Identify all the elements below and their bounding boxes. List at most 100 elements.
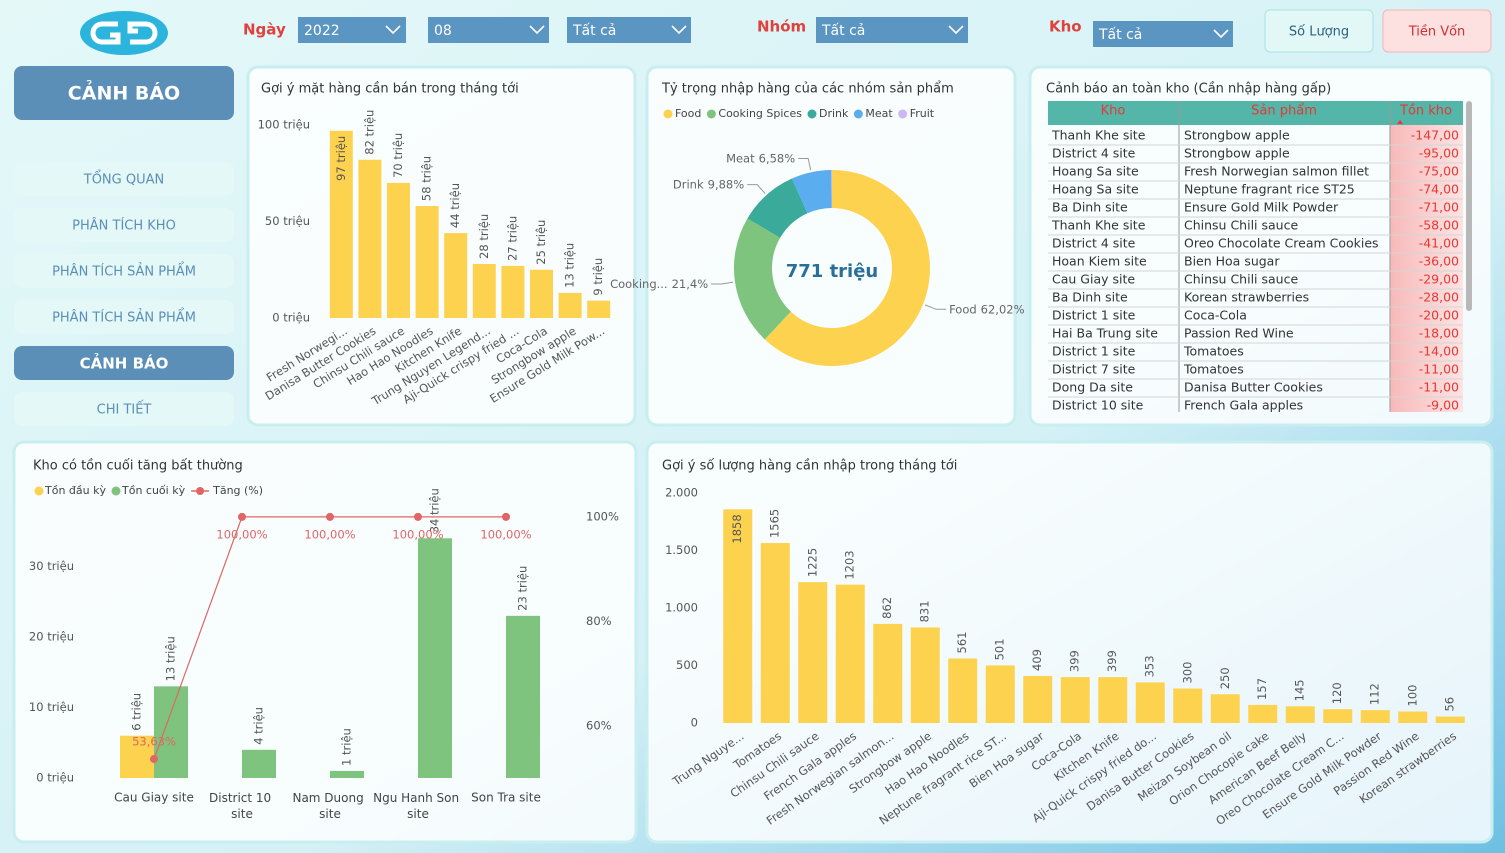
dropdown-arrow[interactable] [529,25,545,35]
dropdown-box[interactable] [298,17,406,43]
nav-item-box[interactable] [14,208,234,242]
stock-cell: -75,00 [1419,164,1459,179]
nav-header-text: CẢNH BÁO [68,80,180,105]
panel [1028,65,1494,427]
bar [415,206,439,318]
table-cell: Thanh Khe site [1051,218,1146,233]
value-label: 1 triệu [340,728,354,766]
legend-swatch [807,109,817,119]
value-label: 44 triệu [448,183,462,228]
quantity-button[interactable]: Số Lượng [1264,9,1374,53]
warehouse-dropdown[interactable]: Tất cả [1093,21,1233,47]
nav-item[interactable]: PHÂN TÍCH KHO [14,208,234,242]
nav-item-box[interactable] [14,392,234,426]
dropdown-value[interactable]: 2022 [304,23,340,39]
bar [948,658,978,723]
button-box[interactable] [1382,9,1492,53]
legend-label: Drink [819,107,849,120]
button-box[interactable] [1264,9,1374,53]
legend-swatch [898,109,908,119]
panel [645,440,1494,844]
table-cell: Ba Dinh site [1052,200,1128,215]
nav-item-box[interactable] [14,162,234,196]
slice-value: 6,58% [759,151,796,165]
dropdown-value[interactable]: Tất cả [821,23,865,39]
table-cell: Chinsu Chili sauce [1184,218,1298,233]
legend-swatch [663,109,673,119]
table-cell: Passion Red Wine [1184,326,1294,341]
stock-cell: -36,00 [1419,254,1459,269]
nav-item-label[interactable]: PHÂN TÍCH SẢN PHẨM [52,309,196,326]
donut-slice [734,218,791,340]
button-label[interactable]: Số Lượng [1289,25,1349,40]
center-label: 771 triệu [786,261,879,282]
value-label: 23 triệu [516,566,530,611]
value-label: 145 [1293,679,1307,701]
stock-cell: -9,00 [1427,398,1459,413]
button-label[interactable]: Tiền Vốn [1408,25,1466,40]
logo-mark [90,21,121,45]
dropdown-box[interactable] [1093,21,1233,47]
nav-item[interactable]: CHI TIẾT [14,392,234,426]
nav-item-box[interactable] [14,300,234,334]
leader-line [798,158,812,171]
stock-cell: -14,00 [1419,344,1459,359]
table-cell: Oreo Chocolate Cream Cookies [1184,236,1379,251]
slice-value: 62,02% [981,302,1025,316]
table-cell: District 10 site [1052,398,1144,413]
nav-item[interactable]: PHÂN TÍCH SẢN PHẨM [14,254,234,288]
bar [1060,677,1090,723]
table-cell: Hai Ba Trung site [1052,326,1158,341]
day-dropdown[interactable]: Tất cả [567,17,691,43]
chart-title: Kho có tồn cuối tăng bất thường [33,459,243,474]
dropdown-box[interactable] [428,17,549,43]
table-cell: Hoang Sa site [1052,182,1139,197]
bar [1435,716,1465,723]
dropdown-arrow[interactable] [948,25,964,35]
nav-item-box[interactable] [14,254,234,288]
stock-cell: -95,00 [1419,146,1459,161]
value-label: 250 [1218,667,1232,689]
y2-tick-label: 100% [586,509,619,523]
nav-item-label[interactable]: TỔNG QUAN [83,171,164,188]
value-label: 1203 [843,550,857,579]
dropdown-box[interactable] [816,17,968,43]
month-dropdown[interactable]: 08 [428,17,549,43]
nav-item[interactable]: PHÂN TÍCH SẢN PHẨM [14,300,234,334]
filter-label: Kho [1049,18,1082,36]
group-dropdown[interactable]: Tất cả [816,17,968,43]
logo [80,11,168,55]
slice-label: Food 62,02% [949,302,1025,316]
table-cell: District 7 site [1052,362,1136,377]
year-dropdown[interactable]: 2022 [298,17,406,43]
value-label: 399 [1105,650,1119,672]
dropdown-value[interactable]: Tất cả [572,23,616,39]
scrollbar[interactable] [1466,101,1472,311]
table-cell: Strongbow apple [1184,128,1290,143]
panel [645,65,1017,427]
dropdown-value[interactable]: 08 [434,23,452,39]
value-label: 157 [1255,678,1269,700]
nav-item-box[interactable] [14,346,234,380]
legend-label: Cooking Spices [718,107,802,120]
value-label: 9 triệu [591,258,605,296]
value-label: 561 [955,632,969,654]
nav-item-label[interactable]: CẢNH BÁO [80,352,169,373]
nav-item-label[interactable]: PHÂN TÍCH SẢN PHẨM [52,263,196,280]
dropdown-box[interactable] [567,17,691,43]
dropdown-arrow[interactable] [671,25,687,35]
nav-item-label[interactable]: PHÂN TÍCH KHO [72,218,176,234]
nav-item-label[interactable]: CHI TIẾT [97,401,152,418]
y-tick-label: 20 triệu [29,630,74,644]
dropdown-value[interactable]: Tất cả [1098,27,1142,43]
dropdown-arrow[interactable] [1213,29,1229,39]
value-label: 100,00% [392,527,443,541]
bar [1210,694,1240,723]
bar [1135,682,1165,723]
cost-button[interactable]: Tiền Vốn [1382,9,1492,53]
nav-item-active[interactable]: CẢNH BÁO [14,346,234,380]
nav-item[interactable]: TỔNG QUAN [14,162,234,196]
dropdown-arrow[interactable] [385,25,401,35]
slice-label: Meat 6,58% [726,151,795,165]
